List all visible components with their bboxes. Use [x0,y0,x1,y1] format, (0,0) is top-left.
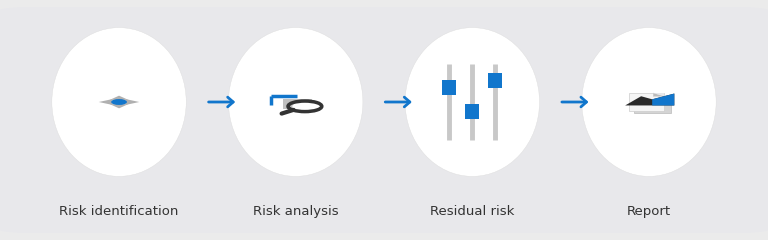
Text: Report: Report [627,205,671,218]
Ellipse shape [229,28,362,176]
Polygon shape [99,99,121,105]
Ellipse shape [406,28,539,176]
Polygon shape [652,94,674,105]
Polygon shape [118,99,139,105]
FancyBboxPatch shape [465,104,479,120]
Text: Risk analysis: Risk analysis [253,205,339,218]
FancyBboxPatch shape [634,97,671,113]
Polygon shape [654,93,664,96]
Ellipse shape [52,28,186,176]
Polygon shape [625,94,674,105]
Circle shape [293,103,316,110]
FancyBboxPatch shape [629,93,664,111]
Text: Residual risk: Residual risk [430,205,515,218]
Circle shape [112,100,126,104]
Polygon shape [110,96,128,102]
Polygon shape [654,93,664,96]
Ellipse shape [582,28,717,176]
FancyBboxPatch shape [0,7,768,233]
FancyBboxPatch shape [442,80,456,95]
Text: Risk identification: Risk identification [59,205,179,218]
Polygon shape [110,102,128,108]
FancyBboxPatch shape [488,72,502,88]
FancyBboxPatch shape [283,99,312,109]
